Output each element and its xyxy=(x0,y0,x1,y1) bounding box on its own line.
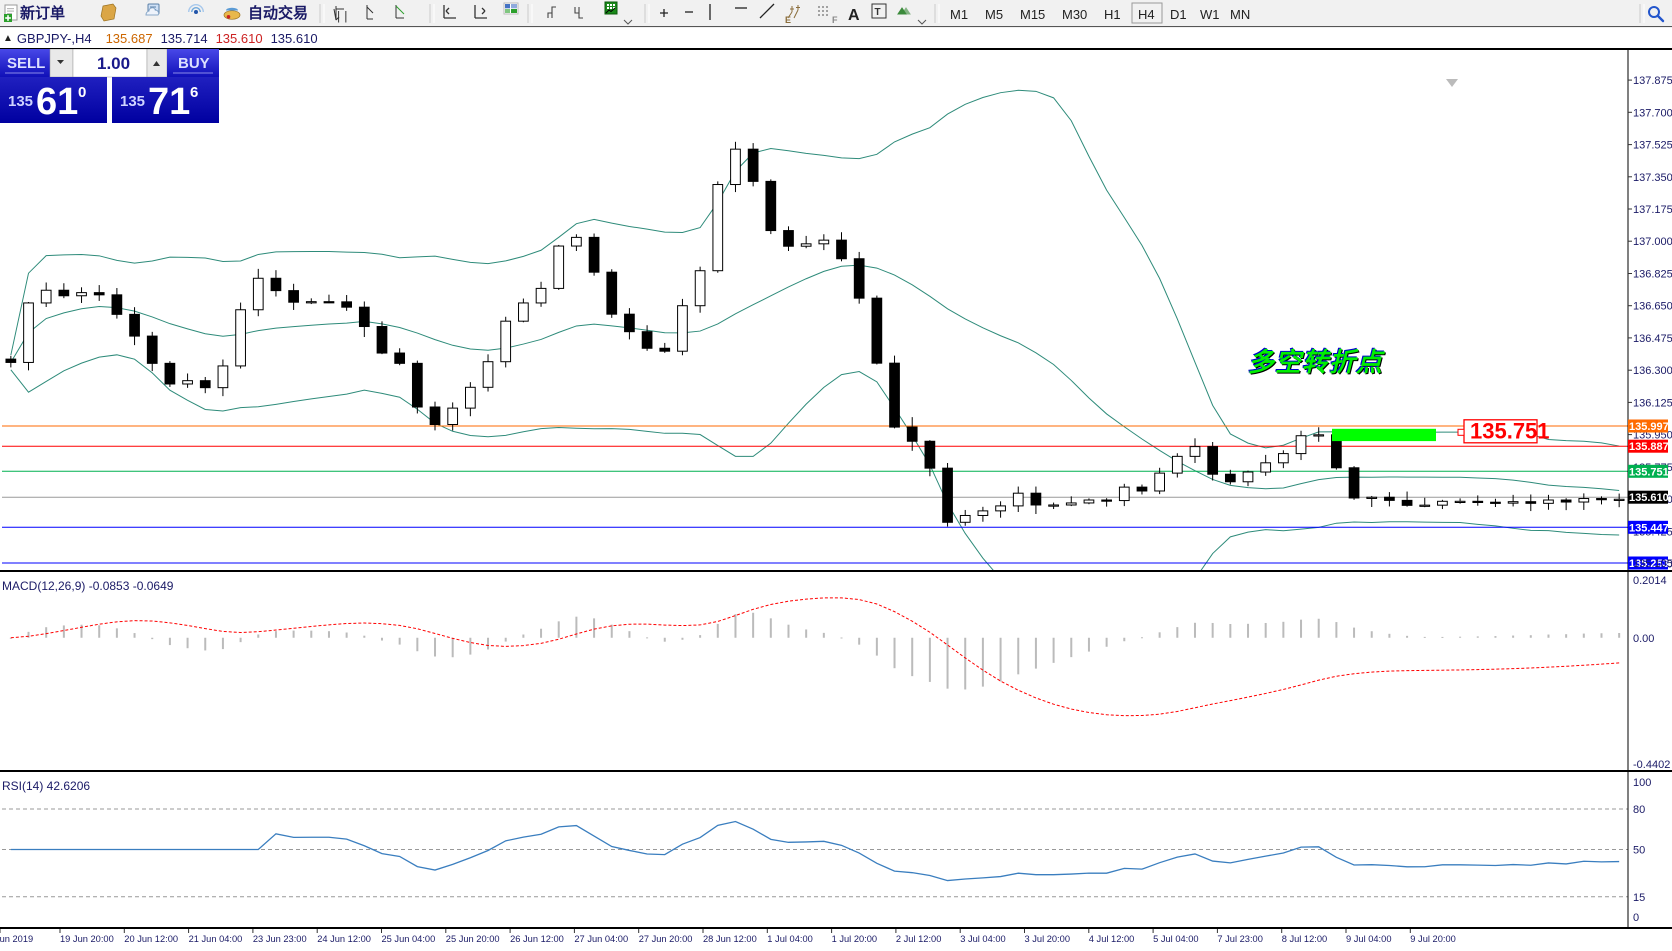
svg-text:21 Jun 04:00: 21 Jun 04:00 xyxy=(189,934,243,944)
svg-text:||: || xyxy=(335,10,349,24)
svg-text:W1: W1 xyxy=(1200,7,1220,22)
svg-text:135.887: 135.887 xyxy=(1629,441,1669,453)
svg-text:137.000: 137.000 xyxy=(1633,236,1672,248)
svg-text:A: A xyxy=(848,7,860,24)
svg-text:20 Jun 12:00: 20 Jun 12:00 xyxy=(124,934,178,944)
svg-text:100: 100 xyxy=(1633,777,1651,789)
svg-text:19 Jun 2019: 19 Jun 2019 xyxy=(0,934,33,944)
svg-text:H1: H1 xyxy=(1104,7,1121,22)
svg-text:136.475: 136.475 xyxy=(1633,333,1672,345)
svg-text:0: 0 xyxy=(1633,912,1639,924)
svg-text:137.175: 137.175 xyxy=(1633,204,1672,216)
svg-text:136.650: 136.650 xyxy=(1633,301,1672,313)
svg-text:23 Jun 23:00: 23 Jun 23:00 xyxy=(253,934,307,944)
svg-text:50: 50 xyxy=(1633,845,1645,857)
svg-text:135.105: 135.105 xyxy=(1633,558,1672,570)
svg-text:0.2014: 0.2014 xyxy=(1633,575,1667,587)
svg-text:135.447: 135.447 xyxy=(1629,522,1669,534)
svg-text:71: 71 xyxy=(148,81,190,123)
svg-text:135: 135 xyxy=(8,93,33,110)
svg-text:RSI(14) 42.6206: RSI(14) 42.6206 xyxy=(2,779,90,793)
svg-text:T: T xyxy=(875,7,881,18)
svg-text:27 Jun 04:00: 27 Jun 04:00 xyxy=(574,934,628,944)
svg-text:自动交易: 自动交易 xyxy=(248,4,308,22)
svg-text:MACD(12,26,9) -0.0853 -0.0649: MACD(12,26,9) -0.0853 -0.0649 xyxy=(2,579,174,593)
svg-text:80: 80 xyxy=(1633,804,1645,816)
svg-text:137.350: 137.350 xyxy=(1633,172,1672,184)
svg-text:19 Jun 20:00: 19 Jun 20:00 xyxy=(60,934,114,944)
svg-text:新订单: 新订单 xyxy=(20,4,65,22)
svg-text:F: F xyxy=(832,15,838,25)
svg-text:H4: H4 xyxy=(1138,7,1155,22)
svg-text:135: 135 xyxy=(120,93,145,110)
svg-text:26 Jun 12:00: 26 Jun 12:00 xyxy=(510,934,564,944)
svg-text:M1: M1 xyxy=(950,7,968,22)
svg-text:136.300: 136.300 xyxy=(1633,365,1672,377)
svg-text:8 Jul 12:00: 8 Jul 12:00 xyxy=(1282,934,1328,944)
svg-text:1 Jul 04:00: 1 Jul 04:00 xyxy=(767,934,813,944)
svg-text:E: E xyxy=(785,15,791,25)
svg-text:61: 61 xyxy=(36,81,78,123)
svg-text:25 Jun 20:00: 25 Jun 20:00 xyxy=(446,934,500,944)
svg-text:5 Jul 04:00: 5 Jul 04:00 xyxy=(1153,934,1199,944)
svg-text:M15: M15 xyxy=(1020,7,1045,22)
svg-text:135.997: 135.997 xyxy=(1629,421,1669,433)
svg-text:28 Jun 12:00: 28 Jun 12:00 xyxy=(703,934,757,944)
svg-text:137.700: 137.700 xyxy=(1633,107,1672,119)
svg-text:135.751: 135.751 xyxy=(1470,418,1550,443)
svg-text:136.825: 136.825 xyxy=(1633,269,1672,281)
svg-text:25 Jun 04:00: 25 Jun 04:00 xyxy=(382,934,436,944)
svg-text:1 Jul 20:00: 1 Jul 20:00 xyxy=(832,934,878,944)
svg-text:27 Jun 20:00: 27 Jun 20:00 xyxy=(639,934,693,944)
svg-text:137.875: 137.875 xyxy=(1633,75,1672,87)
svg-text:D1: D1 xyxy=(1170,7,1187,22)
svg-text:0: 0 xyxy=(78,84,86,101)
svg-text:137.525: 137.525 xyxy=(1633,140,1672,152)
svg-text:M30: M30 xyxy=(1062,7,1087,22)
svg-text:135.751: 135.751 xyxy=(1629,466,1669,478)
svg-text:2 Jul 12:00: 2 Jul 12:00 xyxy=(896,934,942,944)
svg-text:3 Jul 04:00: 3 Jul 04:00 xyxy=(960,934,1006,944)
svg-text:15: 15 xyxy=(1633,892,1645,904)
svg-text:9 Jul 20:00: 9 Jul 20:00 xyxy=(1410,934,1456,944)
svg-text:MN: MN xyxy=(1230,7,1250,22)
svg-text:136.125: 136.125 xyxy=(1633,397,1672,409)
svg-text:1.00: 1.00 xyxy=(97,54,130,73)
svg-text:0.00: 0.00 xyxy=(1633,633,1654,645)
svg-text:SELL: SELL xyxy=(7,55,45,72)
svg-text:24 Jun 12:00: 24 Jun 12:00 xyxy=(317,934,371,944)
svg-text:3 Jul 20:00: 3 Jul 20:00 xyxy=(1025,934,1071,944)
svg-text:9 Jul 04:00: 9 Jul 04:00 xyxy=(1346,934,1392,944)
svg-text:M5: M5 xyxy=(985,7,1003,22)
svg-text:BUY: BUY xyxy=(178,55,210,72)
svg-text:7 Jul 23:00: 7 Jul 23:00 xyxy=(1217,934,1263,944)
svg-text:6: 6 xyxy=(190,84,198,101)
svg-text:135.610: 135.610 xyxy=(1629,492,1669,504)
svg-text:4 Jul 12:00: 4 Jul 12:00 xyxy=(1089,934,1135,944)
